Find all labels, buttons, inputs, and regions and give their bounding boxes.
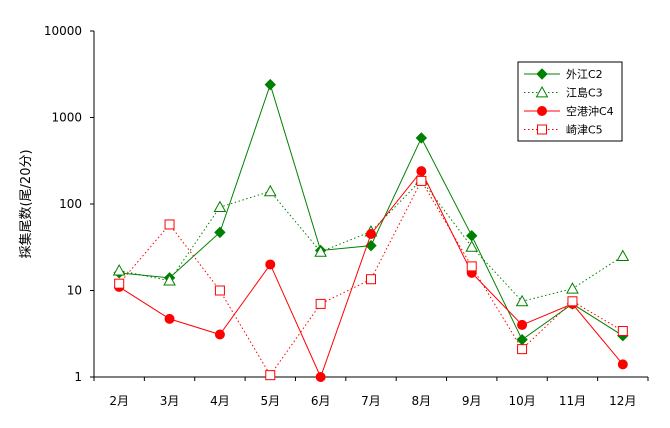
data-point — [366, 228, 376, 239]
legend-label: 江島C3 — [566, 86, 603, 100]
legend-swatch-marker — [536, 68, 548, 80]
legend-swatch-marker — [537, 124, 547, 135]
data-point — [466, 229, 478, 242]
series-line — [118, 179, 624, 377]
data-point — [264, 78, 276, 91]
y-tick-label: 100 — [59, 197, 82, 211]
data-point — [315, 298, 326, 309]
data-point — [517, 344, 528, 355]
data-point — [214, 329, 225, 340]
data-point — [617, 326, 628, 337]
legend-swatch-marker — [535, 85, 549, 98]
x-tick-label: 4月 — [210, 394, 230, 408]
y-tick-label: 10 — [67, 284, 82, 298]
y-axis-label: 採集尾数(尾/20分) — [18, 149, 34, 258]
data-point — [263, 184, 277, 197]
x-tick-label: 3月 — [160, 394, 180, 408]
x-tick-label: 6月 — [311, 394, 331, 408]
data-point — [466, 261, 477, 272]
data-point — [114, 278, 125, 289]
data-point — [566, 282, 579, 294]
x-tick-label: 5月 — [260, 394, 280, 408]
data-point — [515, 294, 529, 307]
data-point — [415, 132, 428, 144]
legend-label: 外江C2 — [566, 68, 603, 81]
data-point — [214, 285, 225, 296]
legend-entry: 空港沖C4 — [524, 104, 614, 118]
series-line — [118, 170, 624, 379]
x-tick-label: 11月 — [559, 394, 586, 408]
data-point — [416, 175, 427, 186]
data-point — [315, 372, 326, 382]
data-point — [616, 249, 630, 261]
x-tick-label: 8月 — [412, 394, 432, 408]
legend-box — [517, 61, 623, 142]
y-tick-label: 1 — [74, 370, 82, 384]
data-point — [164, 219, 175, 230]
y-tick-label: 10000 — [44, 24, 82, 38]
data-point — [365, 239, 377, 252]
legend-label: 崎津C5 — [566, 123, 603, 137]
data-point — [265, 259, 276, 270]
data-point — [516, 333, 528, 346]
data-point — [314, 245, 327, 257]
legend-entry: 崎津C5 — [524, 123, 603, 137]
data-point — [213, 200, 227, 213]
series-3 — [114, 166, 628, 382]
legend-label: 空港沖C4 — [566, 104, 614, 118]
x-tick-label: 9月 — [462, 394, 482, 408]
data-point — [465, 240, 479, 252]
legend-entry: 外江C2 — [524, 68, 603, 81]
data-point — [567, 296, 578, 307]
x-tick-label: 2月 — [109, 394, 129, 408]
legend: 外江C2 江島C3 空港沖C4 崎津C5 — [517, 61, 623, 142]
data-point — [112, 264, 126, 276]
data-point — [416, 166, 427, 177]
x-tick-label: 7月 — [361, 394, 381, 408]
data-point — [164, 313, 175, 324]
x-tick-label: 10月 — [508, 394, 535, 408]
series-layer — [112, 78, 630, 382]
y-tick-label: 1000 — [51, 111, 82, 125]
x-tick-label: 12月 — [609, 394, 636, 408]
data-point — [214, 226, 226, 239]
series-4 — [114, 175, 628, 381]
data-point — [265, 370, 276, 381]
legend-swatch-marker — [537, 106, 547, 116]
axes: 1 10 100 1000 10000 2月 3月 4月 5月 6月 7月 8月 9月 10月 11月 12月 — [44, 24, 649, 408]
data-point — [366, 274, 376, 285]
data-point — [163, 274, 176, 286]
data-point — [517, 319, 528, 330]
data-point — [617, 359, 628, 370]
legend-entry: 江島C3 — [524, 86, 603, 100]
